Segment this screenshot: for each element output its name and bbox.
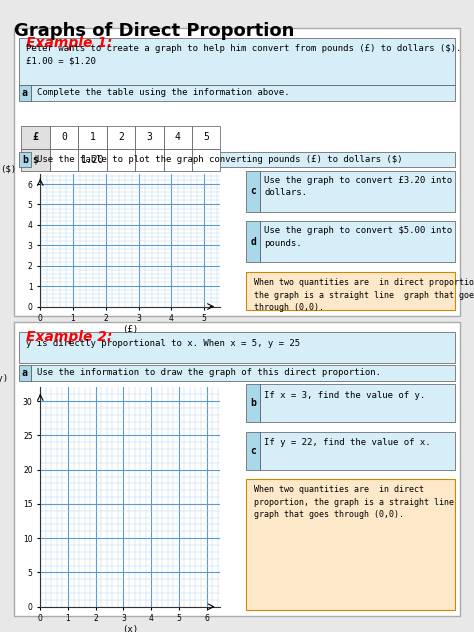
Text: $: $ xyxy=(33,155,38,165)
Text: b: b xyxy=(22,155,28,164)
FancyBboxPatch shape xyxy=(246,272,455,310)
Text: 5: 5 xyxy=(203,132,209,142)
FancyBboxPatch shape xyxy=(260,221,455,262)
Text: If y = 22, find the value of x.: If y = 22, find the value of x. xyxy=(264,438,431,447)
FancyBboxPatch shape xyxy=(31,365,455,381)
FancyBboxPatch shape xyxy=(135,126,164,149)
FancyBboxPatch shape xyxy=(246,384,260,422)
FancyBboxPatch shape xyxy=(31,152,455,167)
FancyBboxPatch shape xyxy=(50,126,78,149)
FancyBboxPatch shape xyxy=(246,171,260,212)
Text: Use the graph to convert £3.20 into
dollars.: Use the graph to convert £3.20 into doll… xyxy=(264,176,453,197)
FancyBboxPatch shape xyxy=(19,332,455,363)
Text: c: c xyxy=(250,446,256,456)
FancyBboxPatch shape xyxy=(19,85,31,101)
Text: 2: 2 xyxy=(118,132,124,142)
Text: c: c xyxy=(250,186,256,196)
Text: Example 2:: Example 2: xyxy=(26,330,112,344)
FancyBboxPatch shape xyxy=(78,149,107,171)
Y-axis label: ($): ($) xyxy=(0,165,16,174)
FancyBboxPatch shape xyxy=(135,149,164,171)
FancyBboxPatch shape xyxy=(246,432,260,470)
Text: y is directly proportional to x. When x = 5, y = 25: y is directly proportional to x. When x … xyxy=(26,339,300,348)
Text: 1: 1 xyxy=(90,132,95,142)
FancyBboxPatch shape xyxy=(21,126,50,149)
FancyBboxPatch shape xyxy=(246,221,260,262)
FancyBboxPatch shape xyxy=(192,126,220,149)
FancyBboxPatch shape xyxy=(50,149,78,171)
Y-axis label: (y): (y) xyxy=(0,374,9,383)
FancyBboxPatch shape xyxy=(260,384,455,422)
Text: Peter wants to create a graph to help him convert from pounds (£) to dollars ($): Peter wants to create a graph to help hi… xyxy=(26,44,462,66)
X-axis label: (£): (£) xyxy=(122,325,138,334)
FancyBboxPatch shape xyxy=(19,365,31,381)
Text: 3: 3 xyxy=(146,132,152,142)
FancyBboxPatch shape xyxy=(192,149,220,171)
Text: a: a xyxy=(22,88,28,98)
Text: Example 1:: Example 1: xyxy=(26,36,112,50)
FancyBboxPatch shape xyxy=(19,152,31,167)
Text: Use the table to plot the graph converting pounds (£) to dollars ($): Use the table to plot the graph converti… xyxy=(37,155,402,164)
FancyBboxPatch shape xyxy=(164,149,192,171)
FancyBboxPatch shape xyxy=(21,149,50,171)
Text: d: d xyxy=(250,237,256,246)
Text: Use the information to draw the graph of this direct proportion.: Use the information to draw the graph of… xyxy=(37,368,381,377)
Text: 4: 4 xyxy=(175,132,181,142)
Text: When two quantities are  in direct
proportion, the graph is a straight line
grap: When two quantities are in direct propor… xyxy=(254,485,454,520)
Text: When two quantities are  in direct proportion,
the graph is a straight line  gra: When two quantities are in direct propor… xyxy=(254,278,474,312)
FancyBboxPatch shape xyxy=(260,171,455,212)
FancyBboxPatch shape xyxy=(19,38,455,85)
Text: b: b xyxy=(250,398,256,408)
Text: If x = 3, find the value of y.: If x = 3, find the value of y. xyxy=(264,391,426,399)
FancyBboxPatch shape xyxy=(107,149,135,171)
Text: Graphs of Direct Proportion: Graphs of Direct Proportion xyxy=(14,22,295,40)
Text: £: £ xyxy=(33,132,38,142)
Text: Use the graph to convert $5.00 into
pounds.: Use the graph to convert $5.00 into poun… xyxy=(264,226,453,248)
FancyBboxPatch shape xyxy=(260,432,455,470)
FancyBboxPatch shape xyxy=(14,322,460,616)
FancyBboxPatch shape xyxy=(14,28,460,316)
FancyBboxPatch shape xyxy=(246,479,455,610)
FancyBboxPatch shape xyxy=(164,126,192,149)
Text: a: a xyxy=(22,368,28,378)
Text: 1.20: 1.20 xyxy=(81,155,104,165)
Text: 0: 0 xyxy=(61,132,67,142)
FancyBboxPatch shape xyxy=(31,85,455,101)
FancyBboxPatch shape xyxy=(107,126,135,149)
Text: Complete the table using the information above.: Complete the table using the information… xyxy=(37,88,290,97)
X-axis label: (x): (x) xyxy=(122,625,138,632)
FancyBboxPatch shape xyxy=(78,126,107,149)
